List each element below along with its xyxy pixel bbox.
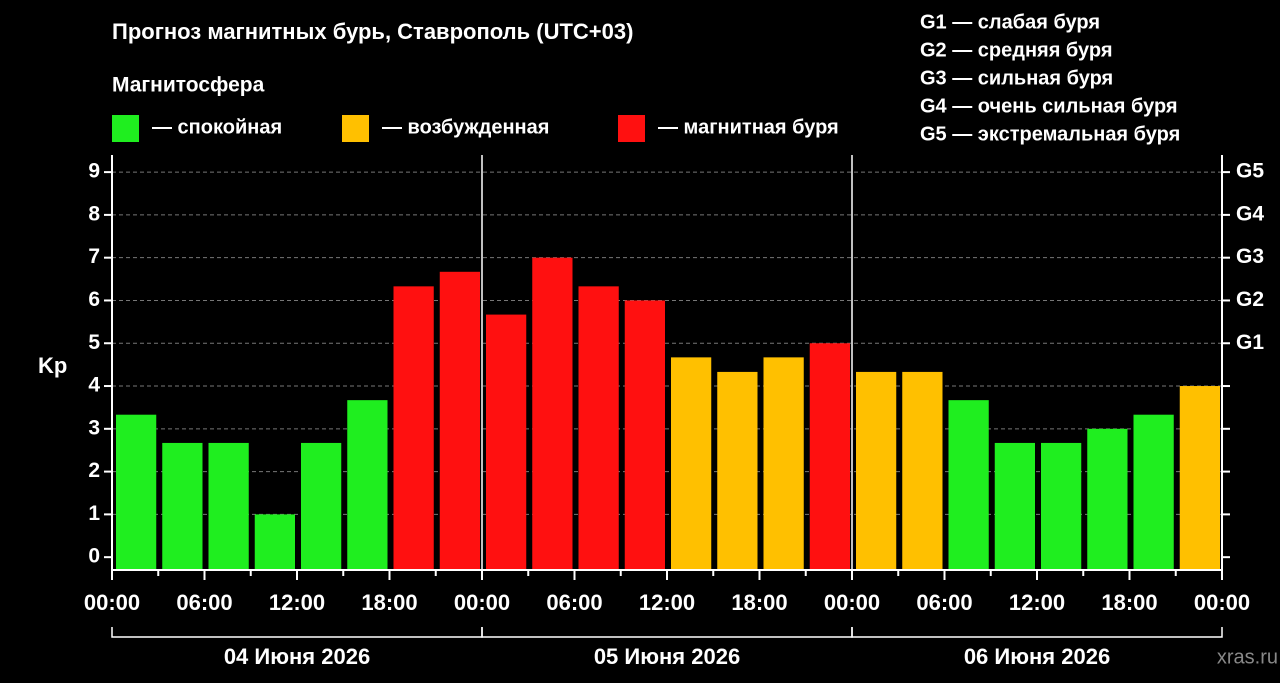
y-tick-label: 5 [88,331,100,354]
watermark: xras.ru [1217,646,1278,668]
bar [671,357,712,570]
y-tick-label: 7 [88,245,100,268]
x-tick-label: 06:00 [176,590,232,615]
legend-label: — спокойная [152,116,282,138]
bar [902,371,943,570]
bar [624,300,665,570]
bar [116,414,157,570]
bar [809,343,850,570]
y-tick-label: 2 [88,459,100,482]
bar [717,371,758,570]
x-tick-label: 06:00 [916,590,972,615]
bar [486,314,527,570]
y-tick-label: 9 [88,160,100,183]
bar [301,442,342,570]
day-label: 05 Июня 2026 [594,644,740,669]
g-legend-item: G5 — экстремальная буря [920,123,1180,145]
y-tick-label: 4 [88,374,100,397]
bar [1041,442,1082,570]
day-bracket [111,627,483,638]
day-label: 04 Июня 2026 [224,644,370,669]
bar [994,442,1035,570]
legend-swatch [112,115,139,142]
legend-label: — магнитная буря [658,116,839,138]
bar [1133,414,1174,570]
bar [439,271,480,570]
x-tick-label: 18:00 [731,590,787,615]
y-tick-label: 6 [88,288,100,311]
x-tick-label: 18:00 [361,590,417,615]
bar [532,257,573,570]
bar [347,400,388,570]
y-axis-label: Kp [38,353,67,378]
x-tick-label: 00:00 [1194,590,1250,615]
g-legend-item: G2 — средняя буря [920,39,1113,61]
legend-swatch [342,115,369,142]
y-tick-label: 3 [88,416,100,439]
chart-title: Прогноз магнитных бурь, Ставрополь (UTC+… [112,19,633,44]
bar [162,442,203,570]
bar [763,357,804,570]
bar [1179,386,1220,570]
y2-tick-label: G5 [1236,160,1264,183]
bar [393,286,434,570]
bar [856,371,897,570]
y-tick-label: 0 [88,545,100,568]
x-tick-label: 18:00 [1101,590,1157,615]
bar [948,400,989,570]
bar [1087,428,1128,570]
legend-swatch [618,115,645,142]
y2-tick-label: G1 [1236,331,1264,354]
legend-label: — возбужденная [382,116,549,138]
x-tick-label: 00:00 [454,590,510,615]
y2-tick-label: G2 [1236,288,1264,311]
x-tick-label: 12:00 [1009,590,1065,615]
bar [208,442,249,570]
y2-tick-label: G4 [1236,202,1264,225]
legend-title: Магнитосфера [112,74,265,97]
x-tick-label: 12:00 [639,590,695,615]
y2-tick-label: G3 [1236,245,1264,268]
x-tick-label: 12:00 [269,590,325,615]
day-bracket [481,627,853,638]
g-legend-item: G1 — слабая буря [920,11,1100,33]
g-legend-item: G4 — очень сильная буря [920,95,1178,117]
bar [254,514,295,570]
y-tick-label: 1 [88,502,100,525]
day-bracket [851,627,1223,638]
y-tick-label: 8 [88,202,100,225]
x-tick-label: 00:00 [84,590,140,615]
x-tick-label: 06:00 [546,590,602,615]
day-label: 06 Июня 2026 [964,644,1110,669]
x-tick-label: 00:00 [824,590,880,615]
bar [578,286,619,570]
g-legend-item: G3 — сильная буря [920,67,1113,89]
